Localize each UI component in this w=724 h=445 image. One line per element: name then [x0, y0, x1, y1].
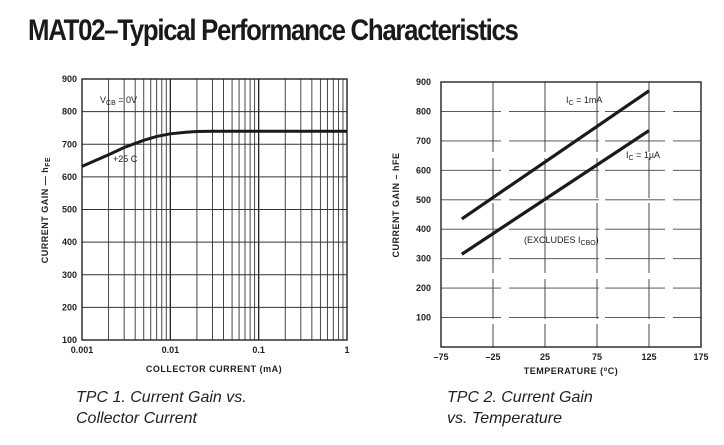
chart2-y-tick-label: 600 [416, 165, 431, 175]
chart2-x-tick-label: –25 [485, 352, 500, 362]
chart2-y-tick-label: 100 [416, 313, 431, 323]
chart2-x-tick-label: 175 [693, 352, 708, 362]
chart2-series-line-1ua [460, 129, 650, 256]
chart2-caption-line2: vs. Temperature [447, 410, 563, 427]
chart1-annotation-temp: +25 C [113, 154, 138, 164]
chart2-y-tick-label: 700 [416, 136, 431, 146]
chart2-caption: TPC 2. Current Gain vs. Temperature [447, 387, 593, 429]
chart1-series-line [81, 129, 347, 168]
chart2-y-ticks: 100 200 300 400 500 600 700 800 900 [416, 77, 431, 323]
chart2-y-tick-label: 400 [416, 224, 431, 234]
chart1-y-tick-label: 100 [62, 335, 77, 345]
chart2-series-label-1ma: IC = 1mA [566, 95, 602, 107]
chart2-grid [441, 82, 701, 347]
page-title: MAT02–Typical Performance Characteristic… [28, 14, 519, 47]
chart1-x-tick-label: 0.1 [252, 345, 265, 355]
chart1-annotation-vcb: VCB = 0V [100, 95, 137, 107]
chart2-plot-frame [440, 81, 702, 348]
chart2-y-tick-label: 500 [416, 195, 431, 205]
chart1-y-tick-label: 400 [62, 237, 77, 247]
chart2-x-tick-label: 125 [641, 352, 656, 362]
chart1-y-axis-label: CURRENT GAIN — hFE [40, 157, 52, 263]
chart-tpc2: 100 200 300 400 500 600 700 800 900 –75 –25 25 75 12… [391, 77, 709, 376]
chart-tpc1: 100 200 300 400 500 600 700 800 900 0.001 0.01 0.1… [40, 74, 350, 374]
chart1-y-tick-label: 800 [62, 107, 77, 117]
chart1-y-ticks: 100 200 300 400 500 600 700 800 900 [62, 74, 77, 345]
chart1-y-tick-label: 300 [62, 270, 77, 280]
chart2-x-axis-label: TEMPERATURE (oC) [524, 366, 619, 376]
chart2-series-lines [460, 89, 650, 256]
chart1-caption-line1: TPC 1. Current Gain vs. [76, 389, 247, 406]
chart2-y-tick-label: 200 [416, 283, 431, 293]
chart1-x-tick-label: 0.01 [162, 345, 180, 355]
chart2-x-tick-label: 25 [540, 352, 550, 362]
chart2-x-tick-label: –75 [433, 352, 448, 362]
chart1-y-tick-label: 900 [62, 74, 77, 84]
chart2-x-ticks: –75 –25 25 75 125 175 [433, 352, 708, 362]
chart2-annotation-excludes: (EXCLUDES ICBO) [524, 235, 599, 247]
chart2-y-tick-label: 300 [416, 254, 431, 264]
chart1-y-tick-label: 200 [62, 302, 77, 312]
chart1-x-tick-label: 1 [344, 345, 349, 355]
chart2-series-label-1ua: IC = 1µA [626, 150, 660, 162]
chart1-y-tick-label: 600 [62, 172, 77, 182]
chart1-caption: TPC 1. Current Gain vs. Collector Curren… [76, 387, 247, 429]
chart2-y-tick-label: 900 [416, 77, 431, 87]
chart1-plot-frame [81, 78, 348, 341]
chart1-y-tick-label: 500 [62, 205, 77, 215]
chart2-caption-line1: TPC 2. Current Gain [447, 389, 593, 406]
chart1-grid [82, 78, 347, 341]
chart2-x-tick-label: 75 [592, 352, 602, 362]
chart2-y-axis-label: CURRENT GAIN – hFE [391, 152, 401, 257]
chart1-x-axis-label: COLLECTOR CURRENT (mA) [146, 364, 282, 374]
chart1-x-ticks: 0.001 0.01 0.1 1 [71, 345, 350, 355]
chart2-y-tick-label: 800 [416, 106, 431, 116]
chart2-series-line-1ma [460, 89, 650, 221]
chart1-y-tick-label: 700 [62, 139, 77, 149]
chart1-caption-line2: Collector Current [76, 410, 197, 427]
chart1-x-tick-label: 0.001 [71, 345, 94, 355]
